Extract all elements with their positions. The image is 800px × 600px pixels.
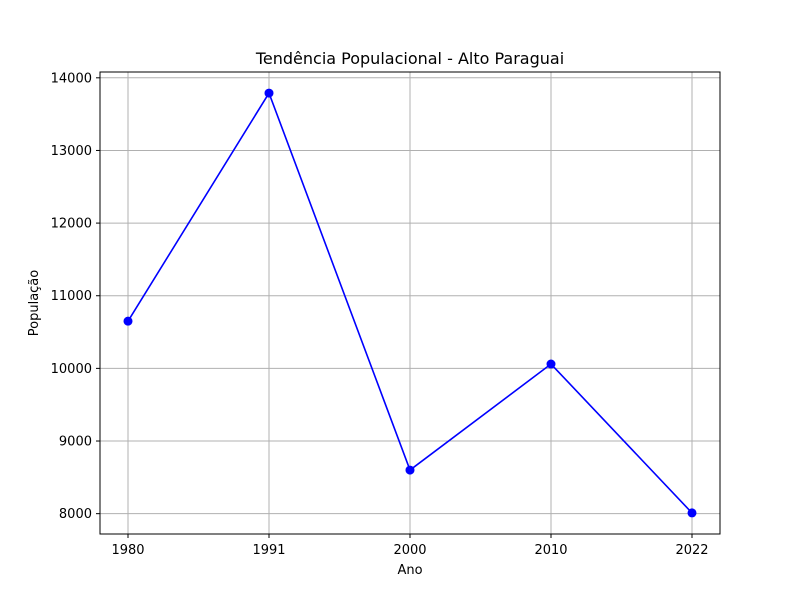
x-tick-label: 1991 (252, 543, 285, 558)
x-axis-label: Ano (397, 563, 422, 578)
y-tick-label: 11000 (51, 289, 92, 304)
x-tick-label: 2000 (393, 543, 426, 558)
data-point (123, 316, 133, 326)
grid-lines (100, 72, 720, 534)
data-point (687, 508, 697, 518)
data-point (264, 88, 274, 98)
x-tick-label: 2022 (675, 543, 708, 558)
y-tick-label: 8000 (59, 507, 92, 522)
y-tick-label: 10000 (51, 362, 92, 377)
y-tick-label: 14000 (51, 71, 92, 86)
data-point (546, 359, 556, 369)
y-axis-label: População (27, 270, 42, 337)
y-tick-label: 13000 (51, 144, 92, 159)
chart-title: Tendência Populacional - Alto Paraguai (255, 49, 564, 68)
data-point (405, 465, 415, 475)
y-tick-label: 9000 (59, 435, 92, 450)
y-tick-label: 12000 (51, 217, 92, 232)
x-tick-label: 2010 (534, 543, 567, 558)
data-series (123, 88, 697, 518)
x-tick-label: 1980 (111, 543, 144, 558)
axis-ticks: 1980 1991 2000 2010 2022 8000 9000 10000 11000 12… (51, 71, 709, 558)
